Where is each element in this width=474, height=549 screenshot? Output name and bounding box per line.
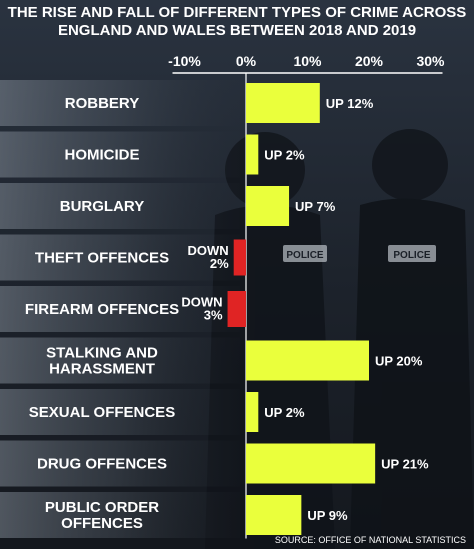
police-badge-left <box>283 245 327 262</box>
data-label: UP 21% <box>381 457 429 472</box>
bar-increase <box>246 495 302 535</box>
bar-decrease <box>227 291 246 327</box>
police-badge-right-text: POLICE <box>393 250 431 261</box>
bar-increase <box>246 443 376 484</box>
data-label: UP 7% <box>295 199 336 214</box>
category-row-band <box>0 80 240 126</box>
bar-increase <box>246 83 320 123</box>
data-label: 2% <box>210 256 229 271</box>
category-label: DRUG OFFENCES <box>37 456 167 473</box>
category-row-band <box>0 131 240 178</box>
category-label: ROBBERY <box>65 95 139 112</box>
bar-decrease <box>233 239 246 276</box>
category-row-band <box>0 389 240 435</box>
category-rows: ROBBERY HOMICIDE BURGLARY THEFT OFFENCES FIR… <box>0 80 240 538</box>
x-tick-label: 10% <box>293 53 322 69</box>
data-label: DOWN <box>181 295 222 310</box>
chart-title-line-2: ENGLAND AND WALES BETWEEN 2018 AND 2019 <box>58 22 416 39</box>
category-label: HOMICIDE <box>65 147 140 164</box>
category-label: HARASSMENT <box>49 361 155 378</box>
x-tick-label: -10% <box>168 53 201 69</box>
category-row-band <box>0 183 240 229</box>
category-label: THEFT OFFENCES <box>35 250 169 267</box>
category-row-band <box>0 337 240 384</box>
bar-increase <box>246 392 259 432</box>
bar-increase <box>246 186 290 226</box>
category-label: PUBLIC ORDER <box>45 499 159 516</box>
data-label: UP 20% <box>375 354 423 369</box>
data-label: UP 9% <box>307 508 348 523</box>
category-label: BURGLARY <box>60 198 144 215</box>
source-note: SOURCE: OFFICE OF NATIONAL STATISTICS <box>275 535 466 545</box>
x-tick-label: 30% <box>416 53 445 69</box>
chart-title-line-1: THE RISE AND FALL OF DIFFERENT TYPES OF … <box>8 4 467 21</box>
data-label: UP 12% <box>326 96 374 111</box>
bar-increase <box>246 340 369 381</box>
category-label: FIREARM OFFENCES <box>25 301 179 318</box>
data-label: UP 2% <box>264 148 305 163</box>
bar-increase <box>246 134 259 175</box>
category-row-band <box>0 440 240 487</box>
data-label: 3% <box>204 308 223 323</box>
data-label: UP 2% <box>264 405 305 420</box>
category-row-band <box>0 492 240 538</box>
x-tick-label: 0% <box>236 53 257 69</box>
category-label: SEXUAL OFFENCES <box>29 404 175 421</box>
police-badge-right <box>388 245 436 262</box>
category-row-band <box>0 286 240 332</box>
x-tick-label: 20% <box>355 53 384 69</box>
data-label: DOWN <box>188 243 229 258</box>
category-row-band <box>0 234 240 281</box>
category-label: OFFENCES <box>61 515 143 532</box>
police-badge-left-text: POLICE <box>286 250 324 261</box>
category-label: STALKING AND <box>46 345 158 362</box>
